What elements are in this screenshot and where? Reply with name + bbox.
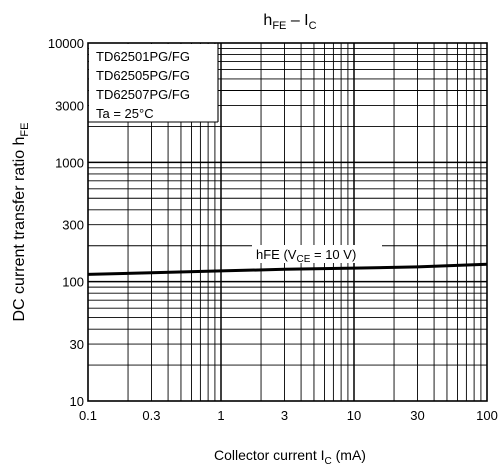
y-tick-label: 30: [70, 337, 84, 352]
legend-box-background: [89, 44, 218, 122]
x-tick-label: 1: [217, 408, 224, 423]
plot-frame: [87, 42, 488, 402]
series-layer: [87, 262, 488, 276]
x-tick-label: 10: [347, 408, 361, 423]
chart-title-sub-c: C: [309, 20, 317, 32]
series-label-background: [252, 245, 382, 263]
legend-box: TD62501PG/FG TD62505PG/FG TD62507PG/FG T…: [88, 43, 219, 123]
y-axis-label-sub: FE: [19, 122, 31, 136]
x-tick-label: 100: [476, 408, 498, 423]
series-label-text: hFE (VCE = 10 V): [256, 247, 356, 265]
y-tick-label: 3000: [55, 98, 84, 113]
y-axis-label: DC current transfer ratio hFE: [11, 122, 31, 321]
x-tick-labels: 0.1 0.3 1 3 10 30 100: [79, 408, 498, 423]
legend-line-3: TD62507PG/FG: [96, 87, 190, 102]
series-label-vopen: (V: [280, 247, 297, 262]
x-axis-label-unit: (mA): [332, 447, 366, 463]
y-tick-label: 10: [70, 394, 84, 409]
x-axis-label-sub: C: [325, 456, 332, 467]
x-tick-label: 0.1: [79, 408, 97, 423]
y-tick-label: 10000: [48, 36, 84, 51]
series-line-hfe: [87, 262, 488, 276]
y-tick-label: 100: [62, 275, 84, 290]
y-tick-labels: 10 30 100 300 1000 3000 10000: [48, 36, 84, 409]
series-label-vclose: = 10 V): [310, 247, 356, 262]
x-tick-label: 0.3: [142, 408, 160, 423]
legend-line-1: TD62501PG/FG: [96, 49, 190, 64]
chart-title: hFE – IC: [263, 12, 316, 32]
x-axis-label: Collector current IC (mA): [214, 447, 366, 467]
legend-line-4: Ta = 25°C: [96, 106, 154, 121]
chart-title-main: h: [263, 12, 272, 29]
series-label-fe: FE: [263, 247, 280, 262]
chart-title-sub-fe: FE: [272, 20, 286, 32]
x-tick-label: 30: [410, 408, 424, 423]
series-label-h: h: [256, 247, 263, 262]
y-axis-label-main: DC current transfer ratio h: [11, 137, 28, 322]
x-tick-label: 3: [281, 408, 288, 423]
y-tick-label: 1000: [55, 155, 84, 170]
series-label: hFE (VCE = 10 V): [252, 245, 382, 265]
y-tick-label: 300: [62, 218, 84, 233]
legend-line-2: TD62505PG/FG: [96, 68, 190, 83]
chart-title-sep: – I: [286, 12, 308, 29]
series-label-ce: CE: [296, 254, 310, 265]
x-axis-label-main: Collector current I: [214, 447, 324, 463]
